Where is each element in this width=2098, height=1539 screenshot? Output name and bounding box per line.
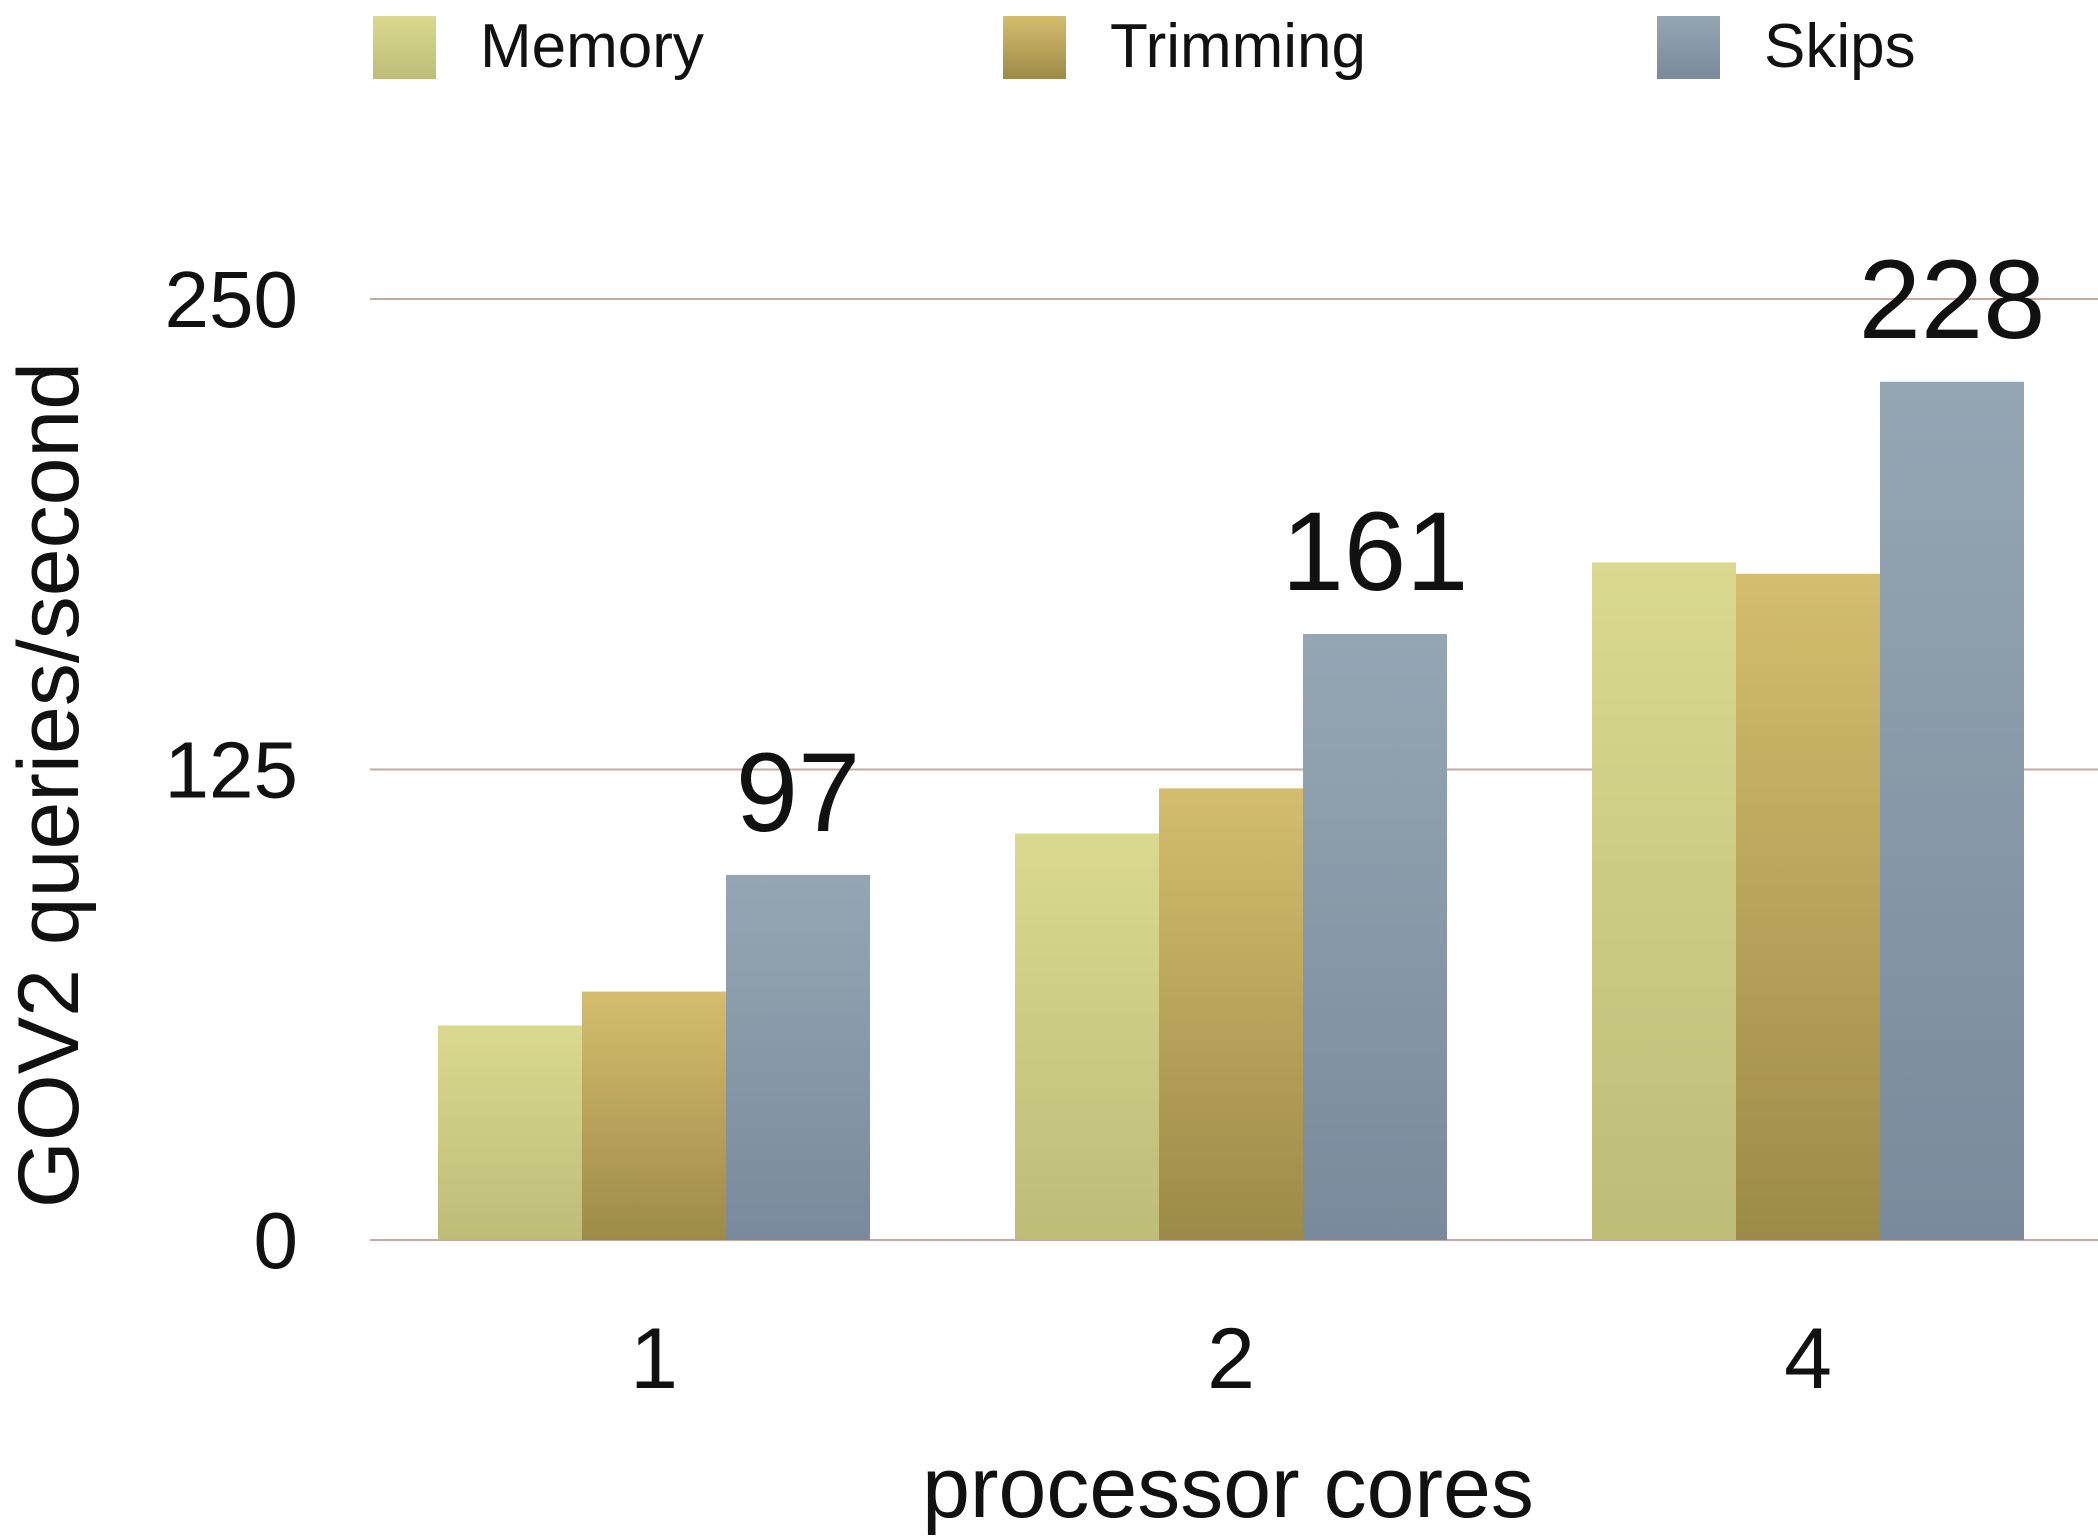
x-tick-label-4: 4 xyxy=(1784,1311,1832,1407)
data-label-skips-1: 97 xyxy=(736,730,861,855)
bar-memory-4 xyxy=(1592,562,1736,1240)
y-tick-label-0: 0 xyxy=(254,1196,299,1285)
bar-trimming-1 xyxy=(582,991,726,1240)
y-axis-ticks: 0 125 250 xyxy=(165,255,298,1285)
y-axis-title: GOV2 queries/second xyxy=(1,362,97,1208)
legend-swatch-memory xyxy=(373,16,436,79)
x-axis-title: processor cores xyxy=(922,1440,1534,1536)
bar-skips-2 xyxy=(1303,633,1447,1240)
x-axis-ticks: 1 2 4 xyxy=(630,1311,1832,1407)
bar-skips-1 xyxy=(726,874,870,1240)
bar-memory-1 xyxy=(438,1025,582,1240)
legend-label-memory: Memory xyxy=(480,12,704,81)
y-tick-label-125: 125 xyxy=(165,726,298,815)
legend-label-trimming: Trimming xyxy=(1110,12,1366,81)
legend-swatch-skips xyxy=(1657,16,1720,79)
legend: Memory Trimming Skips xyxy=(373,12,1916,81)
bars xyxy=(438,381,2024,1241)
legend-swatch-trimming xyxy=(1003,16,1066,79)
x-tick-label-1: 1 xyxy=(630,1311,678,1407)
x-tick-label-2: 2 xyxy=(1207,1311,1255,1407)
data-labels: 97 161 228 xyxy=(736,237,2046,855)
bar-skips-4 xyxy=(1880,381,2024,1241)
bar-memory-2 xyxy=(1015,833,1159,1240)
legend-label-skips: Skips xyxy=(1764,12,1916,81)
bar-trimming-2 xyxy=(1159,788,1303,1240)
data-label-skips-2: 161 xyxy=(1282,489,1469,614)
y-tick-label-250: 250 xyxy=(165,255,298,344)
data-label-skips-4: 228 xyxy=(1859,237,2046,362)
bar-trimming-4 xyxy=(1736,573,1880,1240)
